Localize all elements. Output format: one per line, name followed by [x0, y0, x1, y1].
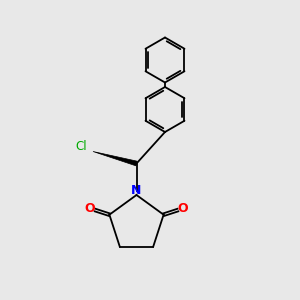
Text: Cl: Cl [76, 140, 87, 153]
Text: N: N [131, 184, 142, 197]
Text: O: O [178, 202, 188, 215]
Text: O: O [85, 202, 95, 215]
Polygon shape [93, 152, 137, 166]
